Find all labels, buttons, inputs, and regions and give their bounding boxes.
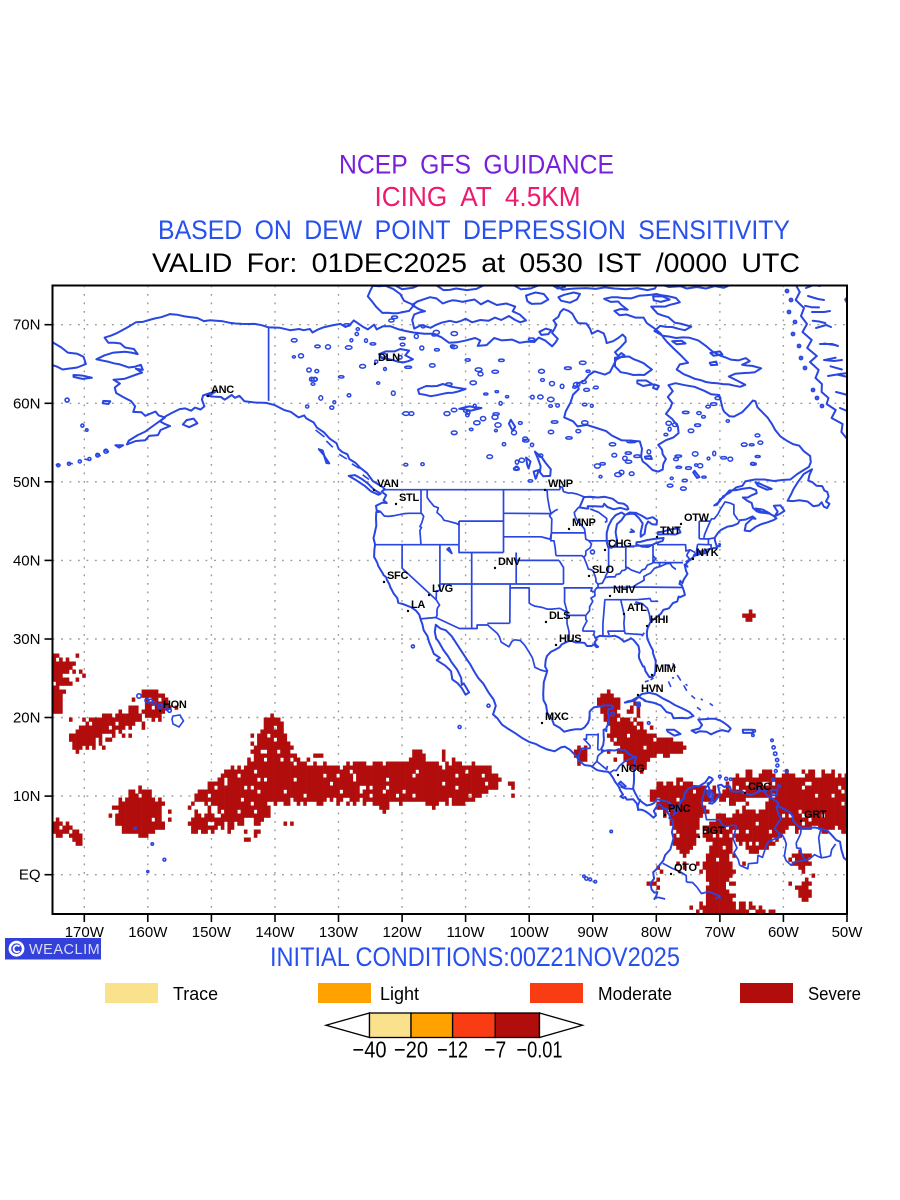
svg-text:130W: 130W bbox=[319, 924, 359, 941]
svg-text:BGT: BGT bbox=[702, 825, 725, 837]
svg-text:WNP: WNP bbox=[548, 478, 573, 490]
svg-text:MIM: MIM bbox=[655, 663, 676, 675]
svg-text:90W: 90W bbox=[577, 924, 609, 941]
svg-text:20N: 20N bbox=[13, 710, 41, 727]
svg-text:SFC: SFC bbox=[387, 570, 408, 582]
svg-text:GRT: GRT bbox=[804, 809, 827, 821]
svg-text:60W: 60W bbox=[768, 924, 800, 941]
svg-text:HON: HON bbox=[163, 699, 187, 711]
svg-text:VALID For: 01DEC2025 at 0530 I: VALID For: 01DEC2025 at 0530 IST /0000 U… bbox=[152, 248, 800, 278]
svg-text:HUS: HUS bbox=[559, 633, 581, 645]
svg-text:LA: LA bbox=[411, 599, 425, 611]
svg-text:DLN: DLN bbox=[378, 352, 400, 364]
svg-text:60N: 60N bbox=[13, 395, 41, 412]
svg-text:140W: 140W bbox=[255, 924, 295, 941]
svg-text:Moderate: Moderate bbox=[598, 984, 672, 1004]
svg-text:10N: 10N bbox=[13, 788, 41, 805]
svg-text:80W: 80W bbox=[641, 924, 673, 941]
svg-text:ANC: ANC bbox=[211, 384, 234, 396]
svg-text:100W: 100W bbox=[510, 924, 550, 941]
svg-text:CHG: CHG bbox=[608, 538, 632, 550]
svg-text:170W: 170W bbox=[65, 924, 105, 941]
svg-text:HHI: HHI bbox=[650, 614, 668, 626]
svg-text:EQ: EQ bbox=[19, 867, 41, 884]
svg-text:DLS: DLS bbox=[549, 610, 570, 622]
svg-text:TNT: TNT bbox=[660, 525, 681, 537]
svg-text:ATL: ATL bbox=[627, 602, 647, 614]
svg-text:70W: 70W bbox=[704, 924, 736, 941]
svg-text:INITIAL CONDITIONS:00Z21NOV202: INITIAL CONDITIONS:00Z21NOV2025 bbox=[270, 942, 680, 972]
svg-text:−7: −7 bbox=[484, 1037, 506, 1063]
svg-text:ICING AT 4.5KM: ICING AT 4.5KM bbox=[375, 181, 581, 212]
svg-text:DNV: DNV bbox=[498, 556, 521, 568]
svg-text:PNC: PNC bbox=[668, 803, 691, 815]
svg-text:160W: 160W bbox=[128, 924, 168, 941]
svg-text:NYK: NYK bbox=[696, 547, 719, 559]
svg-text:−12: −12 bbox=[437, 1037, 468, 1063]
svg-text:BASED ON DEW POINT DEPRESSION: BASED ON DEW POINT DEPRESSION SENSITIVIT… bbox=[158, 215, 790, 245]
svg-text:LVG: LVG bbox=[432, 583, 453, 595]
svg-text:150W: 150W bbox=[192, 924, 232, 941]
svg-text:50N: 50N bbox=[13, 474, 41, 491]
svg-text:STL: STL bbox=[399, 492, 419, 504]
svg-text:120W: 120W bbox=[383, 924, 423, 941]
svg-text:30N: 30N bbox=[13, 631, 41, 648]
svg-text:110W: 110W bbox=[447, 924, 486, 941]
svg-text:50W: 50W bbox=[832, 924, 864, 941]
svg-text:WEACLIM: WEACLIM bbox=[29, 942, 100, 958]
svg-text:NCEP GFS GUIDANCE: NCEP GFS GUIDANCE bbox=[339, 150, 614, 180]
svg-text:SLO: SLO bbox=[592, 564, 614, 576]
svg-text:NCG: NCG bbox=[621, 763, 645, 775]
svg-text:−0.01: −0.01 bbox=[517, 1037, 563, 1063]
svg-text:QTO: QTO bbox=[674, 862, 697, 874]
svg-text:Severe: Severe bbox=[808, 984, 861, 1004]
svg-text:HVN: HVN bbox=[641, 683, 664, 695]
svg-text:Light: Light bbox=[380, 984, 419, 1004]
svg-text:MXC: MXC bbox=[545, 711, 569, 723]
svg-text:CRC: CRC bbox=[748, 781, 771, 793]
svg-text:MNP: MNP bbox=[572, 517, 596, 529]
svg-text:Trace: Trace bbox=[173, 984, 218, 1004]
svg-text:40N: 40N bbox=[13, 552, 41, 569]
svg-text:70N: 70N bbox=[13, 317, 41, 334]
svg-text:VAN: VAN bbox=[377, 478, 399, 490]
svg-text:−40: −40 bbox=[353, 1037, 387, 1063]
svg-text:−20: −20 bbox=[394, 1037, 428, 1063]
svg-text:OTW: OTW bbox=[684, 512, 710, 524]
svg-text:NHV: NHV bbox=[613, 584, 636, 596]
